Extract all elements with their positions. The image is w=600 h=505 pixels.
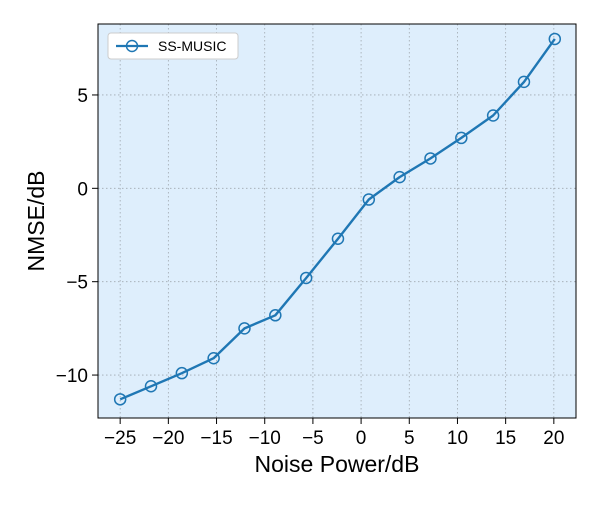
data-point: [331, 232, 345, 245]
data-point: [207, 351, 220, 365]
x-tick-label: 20: [543, 428, 564, 449]
x-tick-label: 5: [404, 428, 415, 449]
grid-lines: [98, 24, 576, 418]
data-point: [548, 32, 562, 46]
x-tick-label: −15: [200, 428, 232, 449]
legend-circle-marker-icon: [125, 39, 139, 53]
y-tick-label: −5: [66, 273, 88, 294]
data-point: [424, 152, 437, 165]
data-point: [393, 170, 406, 184]
data-point: [238, 322, 251, 335]
data-point: [144, 380, 158, 393]
y-tick-label: 0: [77, 179, 88, 200]
axis-ticks: −25 −20 −15 −10 −5 0 5 10 15 20 −10 −5 0 5: [56, 86, 565, 449]
y-tick-label: 5: [77, 86, 88, 107]
plot-frame: [97, 23, 577, 419]
x-tick-label: 10: [447, 428, 468, 449]
legend-label-series: SS-MUSIC: [158, 38, 226, 54]
x-tick-label: 0: [356, 428, 367, 449]
legend: SS-MUSIC: [107, 32, 239, 60]
y-axis-label: NMSE/dB: [23, 171, 49, 272]
data-point: [299, 271, 313, 285]
x-axis-label: Noise Power/dB: [255, 451, 420, 477]
y-tick-label: −10: [56, 366, 88, 387]
legend-box: [107, 32, 239, 60]
series-layer: [113, 32, 562, 406]
x-tick-label: 15: [495, 428, 516, 449]
plot-area: [98, 24, 576, 418]
data-point: [517, 75, 531, 89]
x-tick-label: −20: [152, 428, 184, 449]
data-point: [113, 393, 127, 406]
x-tick-label: −25: [104, 428, 136, 449]
data-point: [362, 193, 376, 206]
data-point: [455, 131, 468, 145]
series-line-0: [119, 38, 556, 401]
data-point: [175, 366, 189, 380]
x-tick-label: −5: [302, 428, 324, 449]
data-point: [486, 109, 500, 122]
x-tick-label: −10: [249, 428, 281, 449]
data-point: [269, 309, 282, 322]
